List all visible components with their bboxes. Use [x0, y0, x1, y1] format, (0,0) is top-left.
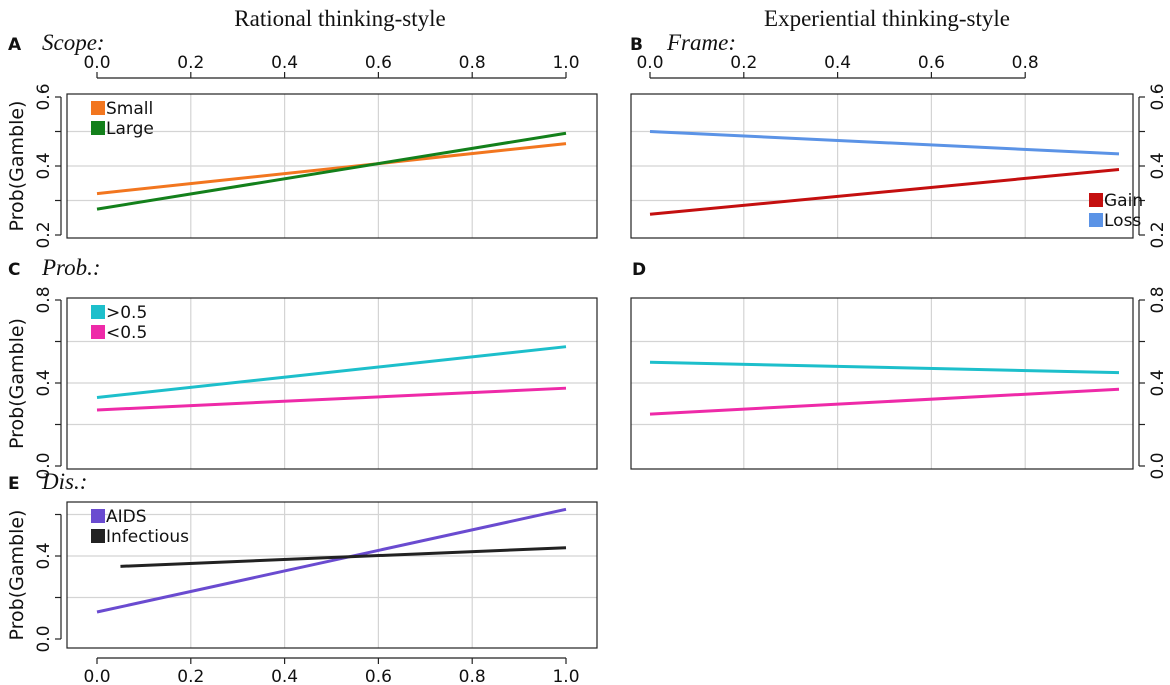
x-tick-label: 0.2 [730, 53, 757, 73]
x-tick-label: 0.8 [1012, 53, 1039, 73]
y-tick-label: 0.2 [1148, 221, 1168, 248]
panel-letter: A [8, 35, 22, 55]
panel-title: Scope: [42, 30, 105, 55]
x-tick-label: 0.0 [636, 53, 663, 73]
legend-label: Large [106, 119, 154, 139]
x-tick-label: 0.4 [824, 53, 851, 73]
x-tick-label: 0.4 [271, 667, 298, 685]
y-tick-label: 0.4 [34, 152, 54, 179]
y-tick-label: 0.8 [34, 286, 54, 313]
panel-letter: E [8, 474, 20, 494]
legend-swatch [91, 325, 105, 339]
legend-swatch [1089, 193, 1103, 207]
legend-label: Gain [1104, 191, 1143, 211]
x-tick-label: 0.0 [83, 667, 110, 685]
x-tick-label: 0.6 [918, 53, 945, 73]
panel-title: Frame: [666, 30, 736, 55]
panel-d: 0.0 0.4 0.8 D [630, 260, 1168, 480]
panel-letter: B [630, 35, 643, 55]
legend-swatch [91, 509, 105, 523]
series-line-infectious [120, 546, 567, 568]
y-tick-label: 0.0 [34, 452, 54, 479]
series-line-loss [649, 130, 1120, 156]
legend-swatch [91, 101, 105, 115]
panel-e: 0.0 0.2 0.4 0.6 0.8 1.0 0.0 0.4 Prob(Gamble) E Dis… [6, 469, 598, 685]
column-title-experiential: Experiential thinking-style [764, 6, 1010, 31]
x-tick-label: 1.0 [552, 667, 579, 685]
panel-title: Dis.: [41, 469, 87, 494]
y-tick-label: 0.6 [1148, 83, 1168, 110]
plot-frame [630, 93, 1134, 239]
plot-frame [66, 297, 598, 470]
series-line-0-5 [96, 386, 567, 412]
legend-label: Loss [1104, 211, 1141, 231]
panel-a: 0.0 0.2 0.4 0.6 0.8 1.0 0.2 0.4 0.6 Prob(Gamble) A… [6, 30, 598, 249]
series-line-large [96, 131, 567, 211]
legend-label: Small [106, 99, 153, 119]
panel-letter: C [8, 260, 20, 280]
panel-letter: D [632, 260, 646, 280]
panel-title: Prob.: [41, 255, 101, 280]
series-line-0-5 [96, 345, 567, 400]
legend-swatch [91, 529, 105, 543]
x-tick-label: 0.2 [177, 53, 204, 73]
panel-c: 0.0 0.4 0.8 Prob(Gamble) C Prob.: >0.5<0.5 [6, 255, 598, 480]
plot-frame [66, 93, 598, 239]
y-tick-label: 0.4 [1148, 152, 1168, 179]
column-title-rational: Rational thinking-style [234, 6, 445, 31]
y-tick-label: 0.4 [1148, 369, 1168, 396]
y-tick-label: 0.4 [34, 542, 54, 569]
x-tick-label: 0.2 [177, 667, 204, 685]
legend-swatch [1089, 213, 1103, 227]
y-tick-label: 0.0 [1148, 452, 1168, 479]
series-line-small [96, 142, 567, 196]
x-tick-label: 1.0 [552, 53, 579, 73]
y-tick-label: 0.0 [34, 625, 54, 652]
x-tick-label: 0.6 [365, 667, 392, 685]
x-tick-label: 0.4 [271, 53, 298, 73]
x-tick-label: 0.6 [365, 53, 392, 73]
y-axis-label: Prob(Gamble) [6, 318, 28, 449]
legend-label: AIDS [106, 507, 147, 527]
series-line-gain [649, 167, 1120, 216]
x-tick-label: 0.0 [83, 53, 110, 73]
legend-label: Infectious [106, 527, 189, 547]
y-tick-label: 0.4 [34, 369, 54, 396]
y-axis-label: Prob(Gamble) [6, 101, 28, 232]
legend-label: <0.5 [106, 323, 147, 343]
legend-label: >0.5 [106, 303, 147, 323]
legend-swatch [91, 121, 105, 135]
y-tick-label: 0.2 [34, 221, 54, 248]
series-line-0-5 [649, 387, 1120, 416]
series-line-0-5 [649, 360, 1120, 375]
plot-frame [630, 297, 1134, 470]
legend-swatch [91, 305, 105, 319]
plot-frame [66, 501, 598, 649]
x-tick-label: 0.8 [459, 667, 486, 685]
legend: >0.5<0.5 [91, 303, 147, 343]
y-axis-label: Prob(Gamble) [6, 510, 28, 641]
y-tick-label: 0.6 [34, 83, 54, 110]
y-tick-label: 0.8 [1148, 286, 1168, 313]
series-line-aids [96, 507, 567, 614]
x-tick-label: 0.8 [459, 53, 486, 73]
